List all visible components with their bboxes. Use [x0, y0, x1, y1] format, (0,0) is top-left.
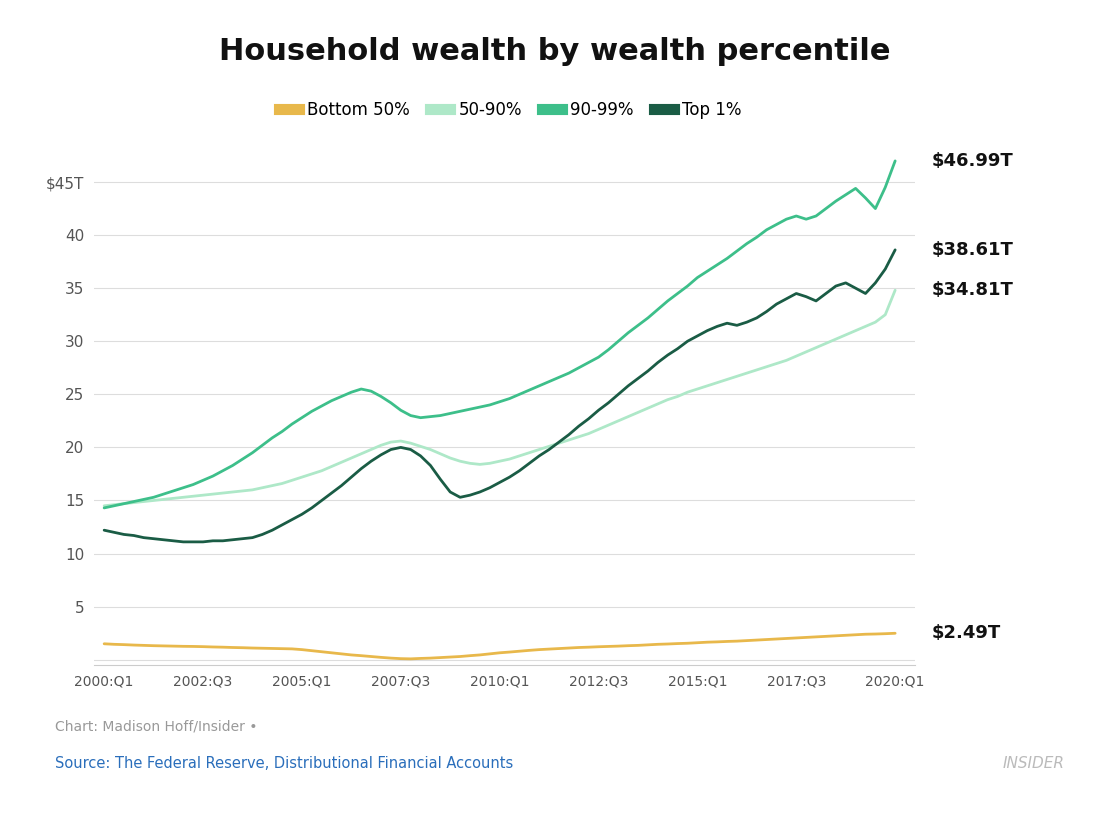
Text: $46.99T: $46.99T — [932, 152, 1014, 170]
90-99% — [780, 214, 793, 224]
Top 1% — [176, 537, 190, 547]
Line: 50-90%: 50-90% — [104, 290, 895, 506]
Top 1% — [790, 288, 803, 298]
Bottom 50% — [790, 633, 803, 643]
Legend: Bottom 50%, 50-90%, 90-99%, Top 1%: Bottom 50%, 50-90%, 90-99%, Top 1% — [272, 94, 749, 126]
50-90% — [888, 285, 902, 295]
Top 1% — [542, 445, 556, 455]
50-90% — [780, 355, 793, 365]
Text: $34.81T: $34.81T — [932, 282, 1014, 299]
50-90% — [681, 388, 694, 397]
Bottom 50% — [888, 628, 902, 638]
50-90% — [98, 501, 111, 511]
Text: Source: The Federal Reserve, Distributional Financial Accounts: Source: The Federal Reserve, Distributio… — [55, 756, 513, 771]
Line: 90-99%: 90-99% — [104, 161, 895, 508]
Bottom 50% — [542, 644, 556, 654]
Text: $38.61T: $38.61T — [932, 241, 1014, 259]
Bottom 50% — [820, 631, 833, 641]
50-90% — [810, 342, 823, 352]
90-99% — [810, 211, 823, 221]
90-99% — [98, 503, 111, 513]
Line: Bottom 50%: Bottom 50% — [104, 633, 895, 659]
Top 1% — [602, 398, 615, 408]
Text: Household wealth by wealth percentile: Household wealth by wealth percentile — [218, 37, 891, 66]
Top 1% — [820, 288, 833, 298]
90-99% — [532, 381, 546, 391]
Text: Chart: Madison Hoff/Insider •: Chart: Madison Hoff/Insider • — [55, 719, 258, 734]
Bottom 50% — [602, 641, 615, 651]
Bottom 50% — [404, 654, 417, 664]
Top 1% — [888, 245, 902, 255]
Top 1% — [691, 331, 704, 341]
50-90% — [740, 368, 753, 378]
50-90% — [532, 445, 546, 455]
Line: Top 1%: Top 1% — [104, 250, 895, 542]
Text: $2.49T: $2.49T — [932, 624, 1000, 642]
Top 1% — [98, 525, 111, 535]
Bottom 50% — [691, 638, 704, 648]
90-99% — [592, 352, 606, 362]
50-90% — [592, 424, 606, 434]
Bottom 50% — [750, 635, 763, 645]
90-99% — [681, 281, 694, 291]
Top 1% — [750, 313, 763, 323]
90-99% — [888, 156, 902, 166]
Text: INSIDER: INSIDER — [1003, 756, 1065, 771]
Bottom 50% — [98, 639, 111, 649]
90-99% — [740, 239, 753, 249]
